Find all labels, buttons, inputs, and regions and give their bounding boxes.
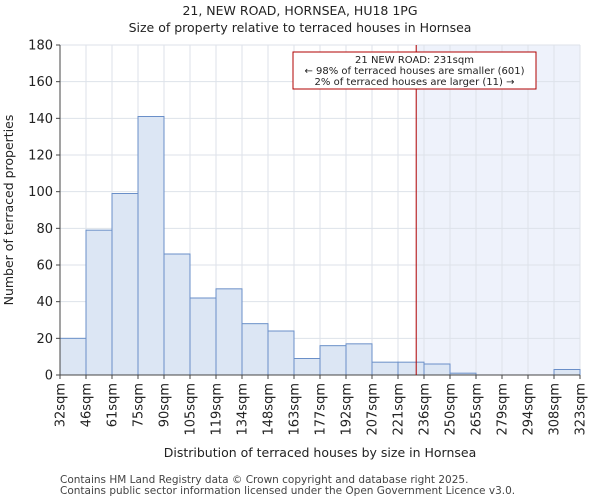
histogram-bar	[85, 229, 113, 376]
x-tick-label: 323sqm	[574, 383, 589, 436]
histogram-bar	[189, 297, 217, 376]
histogram-bar	[59, 337, 87, 376]
larger-region-shade	[416, 45, 580, 375]
chart-title: 21, NEW ROAD, HORNSEA, HU18 1PG	[182, 3, 418, 18]
x-tick-label: 61sqm	[106, 383, 121, 427]
histogram-bar	[215, 288, 243, 376]
histogram-bar	[397, 361, 425, 376]
annotation-box	[292, 51, 537, 90]
x-tick-label: 279sqm	[496, 383, 511, 436]
x-tick-label: 192sqm	[340, 383, 355, 436]
annotation-line-2: ← 98% of terraced houses are smaller (60…	[304, 66, 524, 77]
footer-line-2: Contains public sector information licen…	[60, 485, 516, 497]
histogram-bar	[163, 253, 191, 376]
histogram-bar	[345, 343, 373, 376]
x-tick-label: 105sqm	[184, 383, 199, 436]
y-tick-label: 60	[36, 259, 53, 274]
annotation-line-3: 2% of terraced houses are larger (11) →	[315, 77, 515, 88]
histogram-bar	[553, 369, 581, 376]
x-tick-label: 294sqm	[522, 383, 537, 436]
chart-subtitle: Size of property relative to terraced ho…	[128, 20, 472, 35]
x-tick-label: 134sqm	[236, 383, 251, 436]
y-tick-label: 140	[28, 112, 53, 127]
annotation-line-1: 21 NEW ROAD: 231sqm	[355, 55, 474, 66]
x-tick-label: 177sqm	[314, 383, 329, 436]
y-tick-label: 180	[28, 39, 53, 54]
y-tick-label: 20	[36, 332, 53, 347]
footer-line-1: Contains HM Land Registry data © Crown c…	[60, 474, 469, 486]
y-tick-label: 40	[36, 295, 53, 310]
x-tick-label: 308sqm	[548, 383, 563, 436]
x-tick-label: 32sqm	[54, 383, 69, 427]
histogram-bar	[423, 363, 451, 376]
x-tick-label: 207sqm	[366, 383, 381, 436]
histogram-bar	[241, 323, 269, 376]
x-axis-label: Distribution of terraced houses by size …	[164, 445, 477, 460]
histogram-bar	[137, 116, 165, 376]
y-tick-label: 80	[36, 222, 53, 237]
x-tick-label: 265sqm	[470, 383, 485, 436]
y-tick-label: 120	[28, 149, 53, 164]
histogram-bar	[293, 358, 321, 376]
y-axis-label: Number of terraced properties	[1, 115, 16, 306]
x-tick-label: 148sqm	[262, 383, 277, 436]
x-tick-label: 46sqm	[80, 383, 95, 427]
x-tick-label: 236sqm	[418, 383, 433, 436]
x-tick-label: 90sqm	[158, 383, 173, 427]
x-tick-label: 75sqm	[132, 383, 147, 427]
y-tick-label: 160	[28, 75, 53, 90]
x-tick-label: 119sqm	[210, 383, 225, 436]
x-tick-label: 250sqm	[444, 383, 459, 436]
y-tick-label: 100	[28, 185, 53, 200]
y-tick-label: 0	[45, 369, 53, 384]
histogram-bar	[371, 361, 399, 376]
histogram-bar	[111, 193, 139, 376]
histogram-bar	[267, 330, 295, 376]
x-tick-label: 221sqm	[392, 383, 407, 436]
histogram-bar	[319, 345, 347, 376]
x-tick-label: 163sqm	[288, 383, 303, 436]
